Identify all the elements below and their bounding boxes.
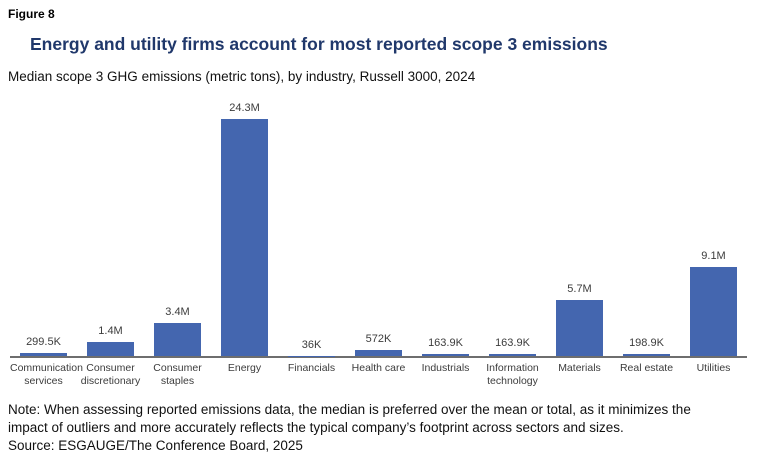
x-axis-category-labels: Communication services Consumer discretio… [10, 362, 747, 388]
figure-source: Source: ESGAUGE/The Conference Board, 20… [8, 438, 303, 453]
bar [422, 354, 469, 356]
bar-value-label: 572K [365, 333, 392, 346]
category-label: Energy [227, 362, 262, 374]
category-label: Utilities [696, 362, 731, 374]
chart-column: 299.5K [10, 336, 77, 356]
chart-column: 572K [345, 333, 412, 356]
chart-plot-area: 299.5K 1.4M 3.4M 24.3M 36K 572K 163.9K 163.9K 5.… [10, 102, 747, 356]
bar [154, 322, 201, 356]
bar [690, 267, 737, 356]
chart-column: 3.4M [144, 306, 211, 356]
bar-value-label: 163.9K [495, 337, 530, 350]
chart-column: 5.7M [546, 283, 613, 356]
bar-value-label: 3.4M [165, 305, 190, 318]
category-label: Consumer discretionary [80, 362, 141, 387]
figure-container: Figure 8 Energy and utility firms accoun… [8, 7, 760, 455]
bar-value-label: 1.4M [98, 325, 123, 338]
chart-column: 24.3M [211, 102, 278, 356]
bar-value-label: 198.9K [629, 337, 664, 350]
figure-note: Note: When assessing reported emissions … [8, 402, 691, 435]
bar-value-label: 163.9K [428, 337, 463, 350]
figure-subtitle: Median scope 3 GHG emissions (metric ton… [8, 69, 476, 84]
bar [221, 119, 268, 356]
chart-column: 36K [278, 339, 345, 356]
category-label: Real estate [619, 362, 674, 374]
bar [87, 342, 134, 356]
bar [623, 354, 670, 356]
category-label: Health care [351, 362, 406, 374]
chart-column: 1.4M [77, 325, 144, 356]
chart-column: 198.9K [613, 337, 680, 356]
x-axis-line [10, 356, 747, 358]
bar-value-label: 5.7M [567, 283, 592, 296]
bar-value-label: 299.5K [26, 336, 61, 349]
figure-label: Figure 8 [8, 7, 55, 21]
bar [556, 300, 603, 356]
bar [489, 354, 536, 356]
figure-title: Energy and utility firms account for mos… [30, 34, 608, 54]
chart-column: 9.1M [680, 250, 747, 356]
category-label: Consumer staples [153, 362, 202, 387]
bar-value-label: 9.1M [701, 250, 726, 263]
category-label: Financials [287, 362, 336, 374]
category-label: Industrials [421, 362, 470, 374]
category-label: Materials [558, 362, 601, 374]
chart-column: 163.9K [479, 337, 546, 356]
chart-column: 163.9K [412, 337, 479, 356]
bar-value-label: 24.3M [229, 102, 260, 114]
category-label: Communication services [10, 362, 83, 387]
bar [20, 353, 67, 356]
bar-value-label: 36K [301, 338, 322, 351]
category-label: Information technology [486, 362, 539, 387]
bar-chart: 299.5K 1.4M 3.4M 24.3M 36K 572K 163.9K 163.9K 5.… [10, 102, 747, 388]
bar [355, 350, 402, 356]
